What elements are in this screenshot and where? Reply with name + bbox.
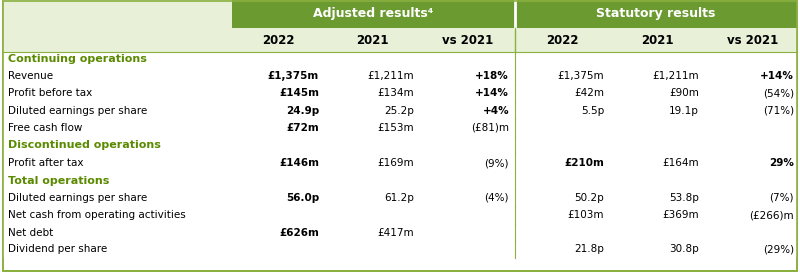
Text: 24.9p: 24.9p xyxy=(286,106,319,116)
Text: £1,211m: £1,211m xyxy=(652,71,699,81)
Text: £153m: £153m xyxy=(378,123,414,133)
Text: 5.5p: 5.5p xyxy=(581,106,604,116)
Text: Diluted earnings per share: Diluted earnings per share xyxy=(8,193,147,203)
Text: Dividend per share: Dividend per share xyxy=(8,244,107,254)
Bar xyxy=(232,0,515,28)
Text: (9%): (9%) xyxy=(485,158,509,168)
Text: 2021: 2021 xyxy=(356,34,389,46)
Text: 53.8p: 53.8p xyxy=(669,193,699,203)
Bar xyxy=(3,137,797,153)
Text: 19.1p: 19.1p xyxy=(669,106,699,116)
Text: £103m: £103m xyxy=(567,210,604,221)
Text: Total operations: Total operations xyxy=(8,176,110,186)
Text: Discontinued operations: Discontinued operations xyxy=(8,140,161,150)
Text: (7%): (7%) xyxy=(770,193,794,203)
Text: (54%): (54%) xyxy=(763,89,794,98)
Text: Continuing operations: Continuing operations xyxy=(8,54,147,65)
Bar xyxy=(3,85,797,102)
Bar xyxy=(3,224,797,241)
Text: £72m: £72m xyxy=(286,123,319,133)
Bar xyxy=(3,67,797,85)
Text: 61.2p: 61.2p xyxy=(384,193,414,203)
Text: 56.0p: 56.0p xyxy=(286,193,319,203)
Text: (4%): (4%) xyxy=(485,193,509,203)
Text: +14%: +14% xyxy=(760,71,794,81)
Text: £1,375m: £1,375m xyxy=(268,71,319,81)
Text: £1,375m: £1,375m xyxy=(558,71,604,81)
Text: 21.8p: 21.8p xyxy=(574,244,604,254)
Bar xyxy=(3,28,797,52)
Text: 50.2p: 50.2p xyxy=(574,193,604,203)
Text: Adjusted results⁴: Adjusted results⁴ xyxy=(314,7,434,21)
Text: +18%: +18% xyxy=(475,71,509,81)
Bar xyxy=(3,173,797,189)
Text: Profit after tax: Profit after tax xyxy=(8,158,83,168)
Text: Net debt: Net debt xyxy=(8,227,54,238)
Bar xyxy=(3,189,797,207)
Text: £134m: £134m xyxy=(378,89,414,98)
Bar xyxy=(3,153,797,173)
Text: £417m: £417m xyxy=(378,227,414,238)
Text: £1,211m: £1,211m xyxy=(367,71,414,81)
Text: 2022: 2022 xyxy=(546,34,578,46)
Text: Revenue: Revenue xyxy=(8,71,53,81)
Text: 25.2p: 25.2p xyxy=(384,106,414,116)
Bar xyxy=(3,52,797,67)
Text: Profit before tax: Profit before tax xyxy=(8,89,92,98)
Text: +4%: +4% xyxy=(482,106,509,116)
Text: vs 2021: vs 2021 xyxy=(442,34,493,46)
Text: vs 2021: vs 2021 xyxy=(727,34,778,46)
Text: Net cash from operating activities: Net cash from operating activities xyxy=(8,210,186,221)
Bar xyxy=(3,0,232,28)
Text: (29%): (29%) xyxy=(763,244,794,254)
Text: Free cash flow: Free cash flow xyxy=(8,123,82,133)
Text: £145m: £145m xyxy=(279,89,319,98)
Text: £90m: £90m xyxy=(669,89,699,98)
Text: 2022: 2022 xyxy=(262,34,294,46)
Text: 30.8p: 30.8p xyxy=(670,244,699,254)
Bar xyxy=(3,119,797,137)
Bar xyxy=(515,0,797,28)
Text: 2021: 2021 xyxy=(642,34,674,46)
Text: (£81)m: (£81)m xyxy=(471,123,509,133)
Text: Diluted earnings per share: Diluted earnings per share xyxy=(8,106,147,116)
Text: 29%: 29% xyxy=(769,158,794,168)
Bar xyxy=(3,102,797,119)
Text: Statutory results: Statutory results xyxy=(596,7,716,21)
Text: £626m: £626m xyxy=(279,227,319,238)
Text: £146m: £146m xyxy=(279,158,319,168)
Text: £210m: £210m xyxy=(564,158,604,168)
Bar xyxy=(3,241,797,258)
Text: £164m: £164m xyxy=(662,158,699,168)
Bar xyxy=(3,207,797,224)
Text: (71%): (71%) xyxy=(763,106,794,116)
Text: (£266)m: (£266)m xyxy=(750,210,794,221)
Text: £369m: £369m xyxy=(662,210,699,221)
Text: £42m: £42m xyxy=(574,89,604,98)
Text: +14%: +14% xyxy=(475,89,509,98)
Text: £169m: £169m xyxy=(378,158,414,168)
